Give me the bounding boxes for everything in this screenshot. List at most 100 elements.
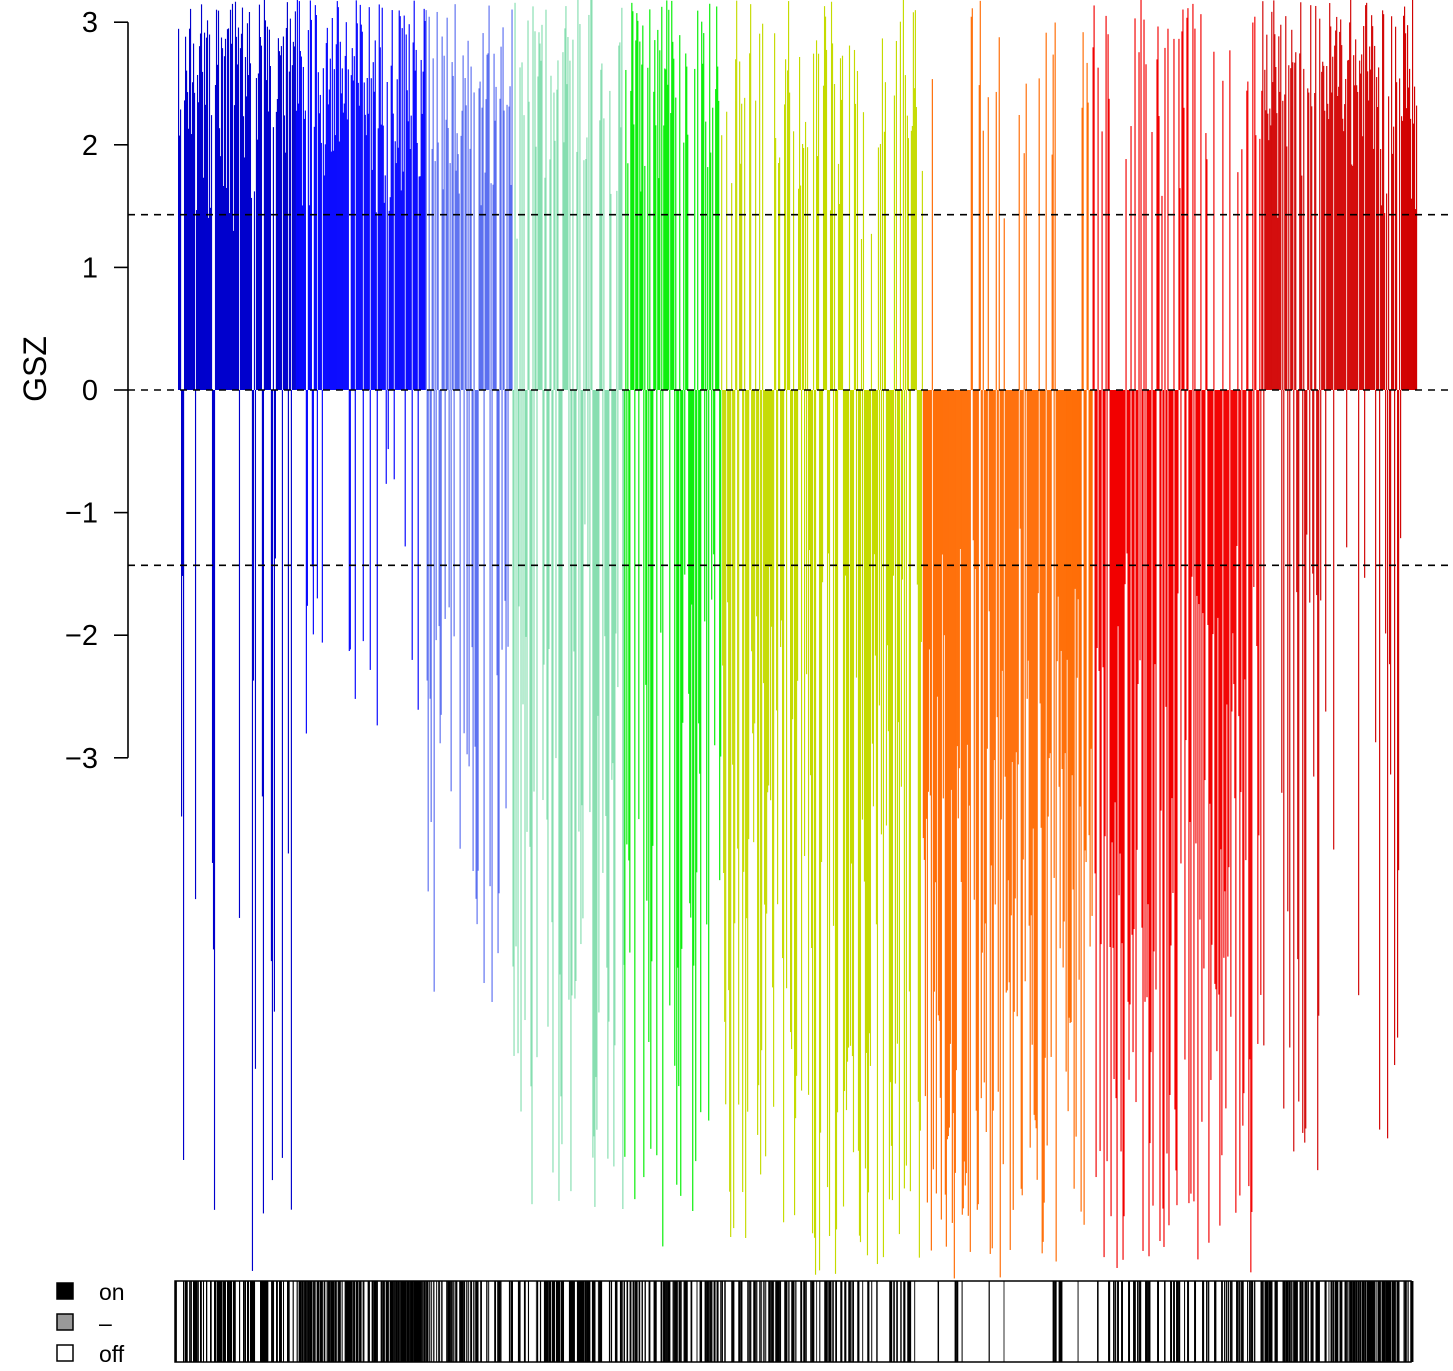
gsz-bar — [713, 390, 715, 555]
indicator-mark — [626, 1281, 629, 1362]
gsz-bar — [673, 58, 675, 390]
gsz-bar — [265, 80, 268, 390]
gsz-bar — [619, 42, 621, 390]
indicator-mark — [666, 1281, 668, 1362]
gsz-bar — [848, 45, 851, 391]
gsz-bar — [1188, 390, 1190, 1204]
gsz-bar — [594, 390, 596, 1207]
gsz-bar — [710, 152, 712, 390]
indicator-mark — [402, 1281, 405, 1362]
gsz-bar — [1382, 10, 1384, 390]
gsz-bar — [1232, 390, 1234, 634]
gsz-bar — [1317, 390, 1319, 1171]
indicator-mark — [218, 1281, 220, 1362]
indicator-mark — [672, 1281, 674, 1362]
indicator-mark — [552, 1281, 555, 1362]
gsz-bar — [1343, 131, 1345, 390]
gsz-bar — [316, 390, 318, 599]
gsz-bar — [823, 6, 826, 390]
indicator-mark — [1368, 1281, 1371, 1362]
gsz-bar — [1004, 390, 1006, 777]
gsz-bar — [451, 62, 453, 391]
indicator-mark — [1311, 1281, 1314, 1362]
gsz-bar — [421, 113, 423, 391]
gsz-bar — [927, 390, 929, 792]
indicator-mark — [332, 1281, 335, 1362]
gsz-bar — [1237, 172, 1239, 390]
gsz-bar — [410, 115, 412, 390]
gsz-bar — [959, 390, 961, 549]
gsz-bar — [340, 93, 342, 390]
gsz-bar — [310, 19, 312, 390]
indicator-mark — [252, 1281, 254, 1362]
gsz-bar — [595, 390, 597, 1078]
gsz-bar — [711, 390, 713, 600]
gsz-bar — [946, 390, 948, 1140]
indicator-mark — [582, 1281, 585, 1362]
gsz-bar — [294, 11, 296, 391]
gsz-bar — [558, 390, 560, 1201]
indicator-mark — [1206, 1281, 1208, 1362]
gsz-bar — [714, 390, 716, 746]
gsz-bar — [276, 99, 278, 390]
gsz-bar — [406, 90, 408, 390]
gsz-bar — [1272, 82, 1274, 390]
indicator-mark — [749, 1281, 751, 1362]
gsz-bar — [582, 390, 584, 919]
indicator-mark — [632, 1281, 635, 1362]
gsz-bar — [1123, 390, 1125, 1217]
indicator-mark — [1332, 1281, 1334, 1362]
gsz-bar — [1080, 390, 1082, 1212]
gsz-bar — [506, 104, 508, 390]
gsz-bar — [1060, 390, 1062, 651]
gsz-bar — [585, 159, 587, 390]
gsz-bar — [376, 390, 378, 726]
gsz-bar — [274, 390, 276, 559]
gsz-bar — [936, 390, 938, 697]
gsz-bar — [1263, 390, 1265, 1046]
gsz-bar — [1377, 107, 1379, 391]
gsz-bar — [754, 390, 756, 724]
indicator-mark — [1115, 1281, 1117, 1362]
gsz-bar — [194, 390, 197, 900]
indicator-mark — [1382, 1281, 1384, 1362]
indicator-mark — [761, 1281, 763, 1362]
indicator-mark — [741, 1281, 743, 1362]
indicator-mark — [675, 1281, 678, 1362]
gsz-bar — [1050, 390, 1052, 1057]
indicator-mark — [460, 1281, 463, 1362]
gsz-bar — [857, 390, 860, 1151]
gsz-bar — [1291, 29, 1293, 391]
gsz-bar — [188, 28, 191, 390]
gsz-bar — [683, 142, 685, 390]
gsz-bar — [449, 163, 451, 390]
gsz-bar — [1005, 390, 1007, 993]
gsz-bar — [668, 9, 670, 391]
indicator-mark — [330, 1281, 333, 1362]
indicator-mark — [1349, 1281, 1352, 1362]
indicator-mark — [620, 1281, 622, 1362]
gsz-bar — [617, 390, 619, 688]
indicator-mark — [303, 1281, 305, 1362]
gsz-bar — [234, 1, 237, 390]
gsz-bar — [1329, 3, 1331, 391]
indicator-mark — [649, 1281, 651, 1362]
indicator-mark — [825, 1281, 827, 1362]
gsz-bar — [743, 390, 745, 872]
gsz-bar — [657, 29, 659, 391]
gsz-bar — [972, 390, 974, 541]
indicator-mark — [667, 1281, 670, 1362]
gsz-bar — [752, 390, 754, 734]
indicator-mark — [186, 1281, 188, 1362]
indicator-mark — [339, 1281, 341, 1362]
indicator-mark — [867, 1281, 870, 1362]
gsz-bar — [1407, 25, 1409, 390]
indicator-mark — [1359, 1281, 1362, 1362]
gsz-bar — [536, 390, 538, 1058]
gsz-bar — [808, 390, 811, 551]
gsz-bar — [1319, 18, 1321, 390]
gsz-bar — [943, 390, 945, 636]
gsz-bar — [1127, 390, 1129, 1002]
indicator-mark — [826, 1281, 828, 1362]
